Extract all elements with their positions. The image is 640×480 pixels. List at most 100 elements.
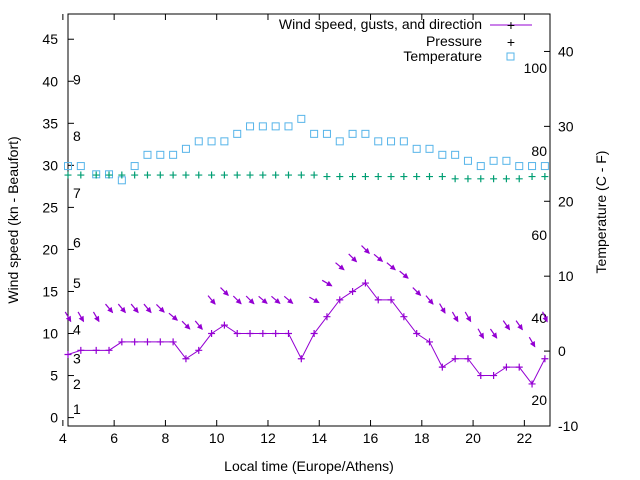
gust-arrow xyxy=(464,311,472,323)
pressure-series xyxy=(64,171,549,183)
pressure-point xyxy=(349,173,357,181)
temperature-point xyxy=(463,156,472,165)
pressure-point xyxy=(169,171,177,179)
gust-arrow xyxy=(321,279,333,287)
y-right-tick-label: 30 xyxy=(558,118,574,134)
gust-arrow xyxy=(348,253,358,263)
temperature-point xyxy=(322,129,331,138)
x-tick-label: 18 xyxy=(414,430,430,446)
plot-frame xyxy=(67,13,551,427)
temperature-point xyxy=(361,129,370,138)
pressure-point xyxy=(451,175,459,183)
temperature-point xyxy=(515,162,524,171)
x-axis: 4 6 8 10 12 14 16 18 20 22 xyxy=(59,14,532,446)
x-tick-label: 8 xyxy=(162,430,170,446)
y-left-tick-label: 20 xyxy=(42,241,58,257)
temperature-point xyxy=(220,137,229,146)
wind-point xyxy=(438,363,446,371)
pressure-point xyxy=(515,175,523,183)
y-left-tick-label: 25 xyxy=(42,199,58,215)
x-tick-label: 4 xyxy=(59,430,67,446)
gust-arrow xyxy=(220,287,229,297)
temperature-point xyxy=(233,129,242,138)
gust-arrow xyxy=(386,262,396,271)
temperature-point xyxy=(156,150,165,159)
fahrenheit-label: 20 xyxy=(531,392,547,408)
temperature-point xyxy=(438,150,447,159)
pressure-point xyxy=(438,173,446,181)
temperature-point xyxy=(207,137,216,146)
temperature-point xyxy=(399,137,408,146)
y-left-tick-label: 40 xyxy=(42,73,58,89)
wind-point xyxy=(490,372,498,380)
gust-arrow xyxy=(399,270,409,279)
gust-arrow xyxy=(168,312,179,321)
wind-point xyxy=(208,330,216,338)
y-left-tick-label: 45 xyxy=(42,31,58,47)
temperature-point xyxy=(271,122,280,131)
gust-arrow xyxy=(542,311,548,323)
pressure-point xyxy=(64,171,72,179)
wind-point xyxy=(272,330,280,338)
beaufort-labels: 1 2 3 4 5 6 7 8 9 xyxy=(73,72,81,418)
wind-point xyxy=(413,330,421,338)
pressure-point xyxy=(541,173,549,181)
pressure-point xyxy=(118,171,126,179)
y-axis-left-label: Wind speed (kn - Beaufort) xyxy=(5,136,21,303)
x-tick-label: 16 xyxy=(363,430,379,446)
y-left-tick-label: 15 xyxy=(42,283,58,299)
y-axis-right-label: Temperature (C - F) xyxy=(593,151,609,274)
wind-point xyxy=(246,330,254,338)
wind-point xyxy=(233,330,241,338)
y-left-tick-label: 5 xyxy=(50,368,58,384)
y-left-tick-label: 0 xyxy=(50,410,58,426)
gust-arrow xyxy=(361,245,370,254)
gust-arrow xyxy=(439,303,446,314)
pressure-point xyxy=(92,171,100,179)
pressure-point xyxy=(413,173,421,181)
temperature-point xyxy=(284,122,293,131)
gust-arrow xyxy=(373,253,384,262)
gust-arrows xyxy=(64,245,548,348)
wind-point xyxy=(195,346,203,354)
gust-arrow xyxy=(271,295,281,305)
gust-arrow xyxy=(92,311,100,323)
legend-label-pressure: Pressure xyxy=(426,33,482,49)
y-right-tick-label: 40 xyxy=(558,43,574,59)
pressure-point xyxy=(77,171,85,179)
gust-arrow xyxy=(77,311,85,323)
wind-point xyxy=(515,363,523,371)
gust-arrow xyxy=(412,287,422,297)
gust-arrow xyxy=(283,295,294,305)
temperature-point xyxy=(540,162,549,171)
pressure-point xyxy=(272,171,280,179)
pressure-point xyxy=(323,173,331,181)
x-tick-label: 6 xyxy=(110,430,118,446)
wind-point xyxy=(426,338,433,346)
pressure-point xyxy=(284,171,292,179)
y-right-tick-label: 10 xyxy=(558,268,574,284)
pressure-point xyxy=(387,173,395,181)
y-left-tick-label: 35 xyxy=(42,115,58,131)
pressure-point xyxy=(490,175,498,183)
temperature-point xyxy=(130,162,139,171)
temperature-point xyxy=(169,150,178,159)
pressure-point xyxy=(502,175,510,183)
pressure-point xyxy=(310,171,318,179)
gust-arrow xyxy=(245,295,255,305)
y-right-tick-label: 20 xyxy=(558,193,574,209)
beaufort-label: 9 xyxy=(73,72,81,88)
temperature-point xyxy=(64,162,72,171)
wind-point xyxy=(528,380,536,388)
beaufort-label: 1 xyxy=(73,401,81,417)
temperature-point xyxy=(374,137,383,146)
gust-arrow xyxy=(105,303,114,314)
beaufort-label: 7 xyxy=(73,185,81,201)
wind-point xyxy=(284,330,292,338)
wind-point xyxy=(105,346,113,354)
wind-point xyxy=(502,363,510,371)
wind-point xyxy=(77,346,85,354)
pressure-point xyxy=(528,173,536,181)
x-tick-label: 20 xyxy=(465,430,481,446)
